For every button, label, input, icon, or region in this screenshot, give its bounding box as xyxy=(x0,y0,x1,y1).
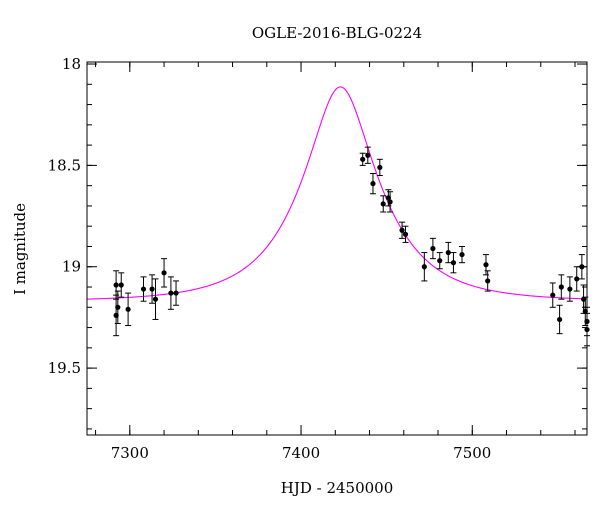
data-point-marker xyxy=(558,284,564,290)
data-point xyxy=(369,172,376,195)
data-point-marker xyxy=(399,227,405,233)
data-point-marker xyxy=(485,278,491,284)
data-point-marker xyxy=(152,296,159,302)
data-point xyxy=(364,146,371,164)
data-point xyxy=(484,270,491,292)
y-tick-label: 19.5 xyxy=(48,359,81,377)
data-point-marker xyxy=(430,245,436,252)
data-point xyxy=(429,237,436,260)
data-point xyxy=(436,252,443,270)
data-point xyxy=(573,266,580,292)
data-point-marker xyxy=(118,282,124,288)
data-point xyxy=(167,276,174,310)
data-point-marker xyxy=(483,262,489,268)
data-point xyxy=(421,252,428,282)
y-tick-label: 19 xyxy=(62,258,81,276)
data-points-layer xyxy=(113,146,590,347)
data-point-marker xyxy=(149,286,155,292)
data-point-marker xyxy=(402,231,409,237)
data-point xyxy=(549,282,556,308)
data-point-marker xyxy=(168,290,174,296)
data-point xyxy=(578,254,585,280)
data-point-marker xyxy=(370,181,376,187)
data-point-marker xyxy=(574,276,580,282)
data-point xyxy=(558,274,565,300)
data-point xyxy=(445,241,452,264)
x-axis-label: HJD - 2450000 xyxy=(281,479,394,497)
data-point xyxy=(380,195,387,213)
data-point-marker xyxy=(161,270,167,276)
data-point xyxy=(359,152,366,166)
data-point-marker xyxy=(437,258,443,264)
data-point-marker xyxy=(567,286,573,292)
data-point xyxy=(118,272,125,298)
model-curve xyxy=(86,86,588,300)
data-point-marker xyxy=(421,264,427,270)
data-point-marker xyxy=(115,304,121,310)
x-tick-label: 7400 xyxy=(282,444,320,462)
model-curve-layer xyxy=(86,86,588,300)
data-point xyxy=(376,158,383,177)
chart-title: OGLE-2016-BLG-0224 xyxy=(252,24,422,42)
data-point xyxy=(459,245,465,264)
x-tick-label: 7300 xyxy=(111,444,149,462)
data-point xyxy=(113,270,120,300)
data-point-marker xyxy=(113,282,119,288)
y-tick-label: 18.5 xyxy=(48,156,81,174)
data-point-marker xyxy=(459,251,465,258)
data-point-marker xyxy=(377,164,383,171)
data-point xyxy=(114,290,121,325)
data-point-marker xyxy=(445,249,451,256)
data-point xyxy=(482,254,489,276)
data-point xyxy=(556,304,563,335)
data-point xyxy=(399,221,406,239)
data-point-marker xyxy=(140,286,147,292)
x-tick-label: 7500 xyxy=(453,444,491,462)
data-point xyxy=(125,292,132,327)
data-point-marker xyxy=(365,152,371,158)
y-tick-label: 18 xyxy=(62,55,81,73)
data-point-marker xyxy=(173,290,179,296)
data-point-marker xyxy=(557,316,563,323)
data-point xyxy=(149,274,156,304)
data-point-marker xyxy=(380,201,386,207)
data-point xyxy=(140,276,147,302)
y-axis-label: I magnitude xyxy=(11,203,29,295)
data-point-marker xyxy=(450,260,457,266)
data-point-marker xyxy=(550,292,556,298)
data-point-marker xyxy=(360,156,366,162)
data-point xyxy=(402,225,409,243)
data-point xyxy=(152,278,159,320)
data-point xyxy=(450,252,457,274)
data-point xyxy=(161,258,168,288)
axis-ticks: 7300 7400 7500 18 18.5 19 19.5 xyxy=(48,55,587,462)
data-point xyxy=(173,280,180,306)
data-point-marker xyxy=(125,306,131,312)
data-point-marker xyxy=(579,264,585,270)
data-point xyxy=(566,276,573,302)
plot-frame xyxy=(86,61,588,436)
data-point-marker xyxy=(387,199,393,205)
data-point xyxy=(387,191,394,213)
